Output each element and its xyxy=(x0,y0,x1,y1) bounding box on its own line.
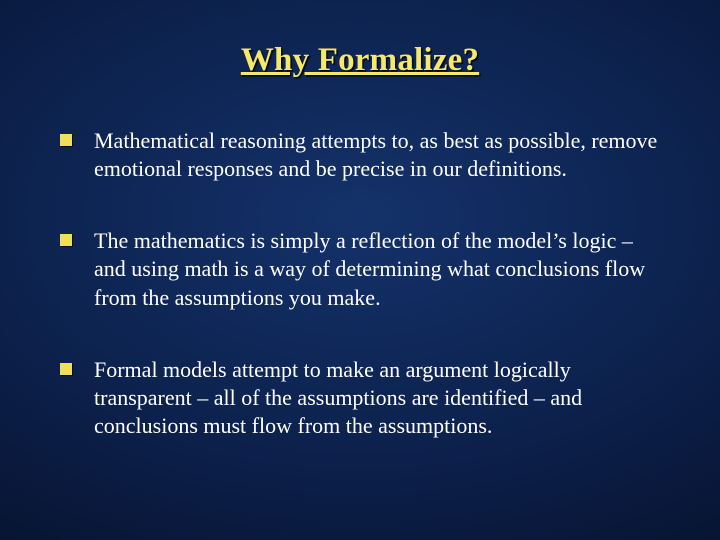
bullet-list: Mathematical reasoning attempts to, as b… xyxy=(58,127,662,440)
bullet-item: Mathematical reasoning attempts to, as b… xyxy=(58,127,662,183)
bullet-item: Formal models attempt to make an argumen… xyxy=(58,356,662,440)
slide: Why Formalize? Mathematical reasoning at… xyxy=(0,0,720,540)
bullet-item: The mathematics is simply a reflection o… xyxy=(58,227,662,311)
slide-title: Why Formalize? xyxy=(58,42,662,79)
